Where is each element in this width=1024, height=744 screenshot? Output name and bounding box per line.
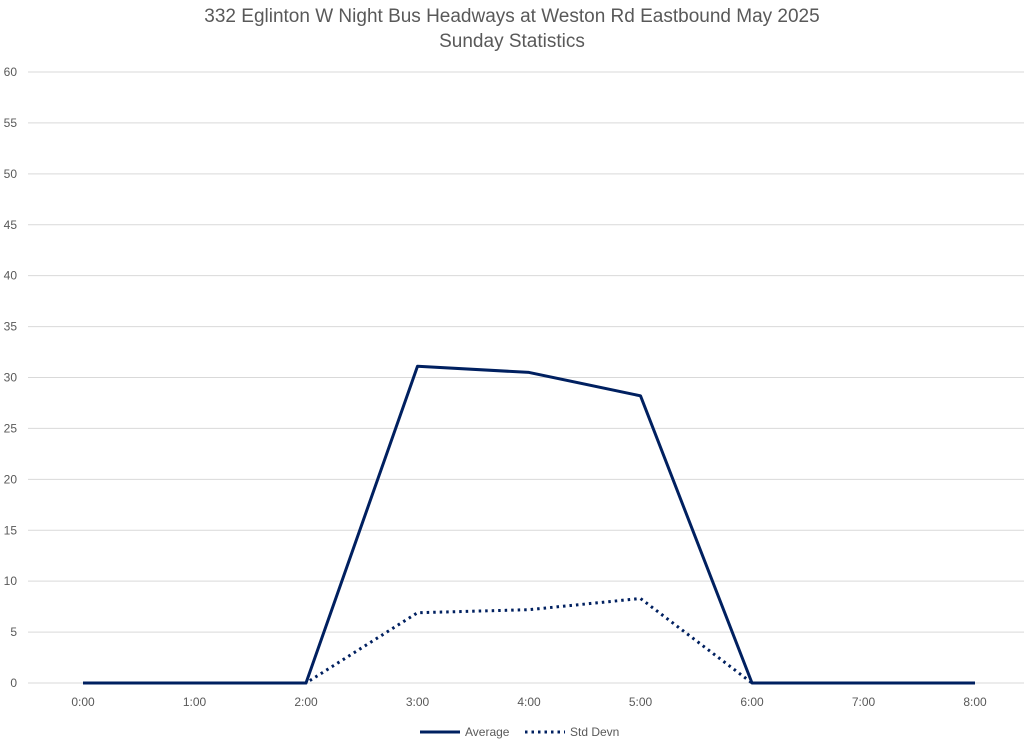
- legend-label-std-devn: Std Devn: [570, 725, 619, 739]
- y-tick-label-10: 10: [4, 574, 18, 588]
- x-tick-label-3:00: 3:00: [406, 695, 430, 709]
- x-tick-label-7:00: 7:00: [852, 695, 876, 709]
- series-line-std-devn: [83, 596, 975, 685]
- chart-title: 332 Eglinton W Night Bus Headways at Wes…: [204, 6, 820, 27]
- y-tick-label-55: 55: [4, 116, 18, 130]
- x-tick-label-4:00: 4:00: [517, 695, 541, 709]
- y-tick-label-15: 15: [4, 523, 18, 537]
- chart-title-block: 332 Eglinton W Night Bus Headways at Wes…: [0, 4, 1024, 54]
- x-tick-label-6:00: 6:00: [740, 695, 764, 709]
- y-tick-label-5: 5: [10, 625, 17, 639]
- y-tick-label-35: 35: [4, 320, 18, 334]
- y-tick-label-50: 50: [4, 167, 18, 181]
- y-tick-label-25: 25: [4, 421, 18, 435]
- x-tick-label-2:00: 2:00: [294, 695, 318, 709]
- y-tick-label-40: 40: [4, 269, 18, 283]
- x-tick-label-1:00: 1:00: [183, 695, 207, 709]
- y-tick-label-30: 30: [4, 371, 18, 385]
- x-tick-label-5:00: 5:00: [629, 695, 653, 709]
- y-tick-label-60: 60: [4, 65, 18, 79]
- chart-subtitle: Sunday Statistics: [439, 31, 585, 52]
- y-tick-label-20: 20: [4, 472, 18, 486]
- y-tick-label-0: 0: [10, 676, 17, 690]
- legend-label-average: Average: [465, 725, 510, 739]
- y-tick-label-45: 45: [4, 218, 18, 232]
- x-tick-label-8:00: 8:00: [963, 695, 987, 709]
- x-tick-label-0:00: 0:00: [71, 695, 95, 709]
- series-line-average: [83, 364, 975, 685]
